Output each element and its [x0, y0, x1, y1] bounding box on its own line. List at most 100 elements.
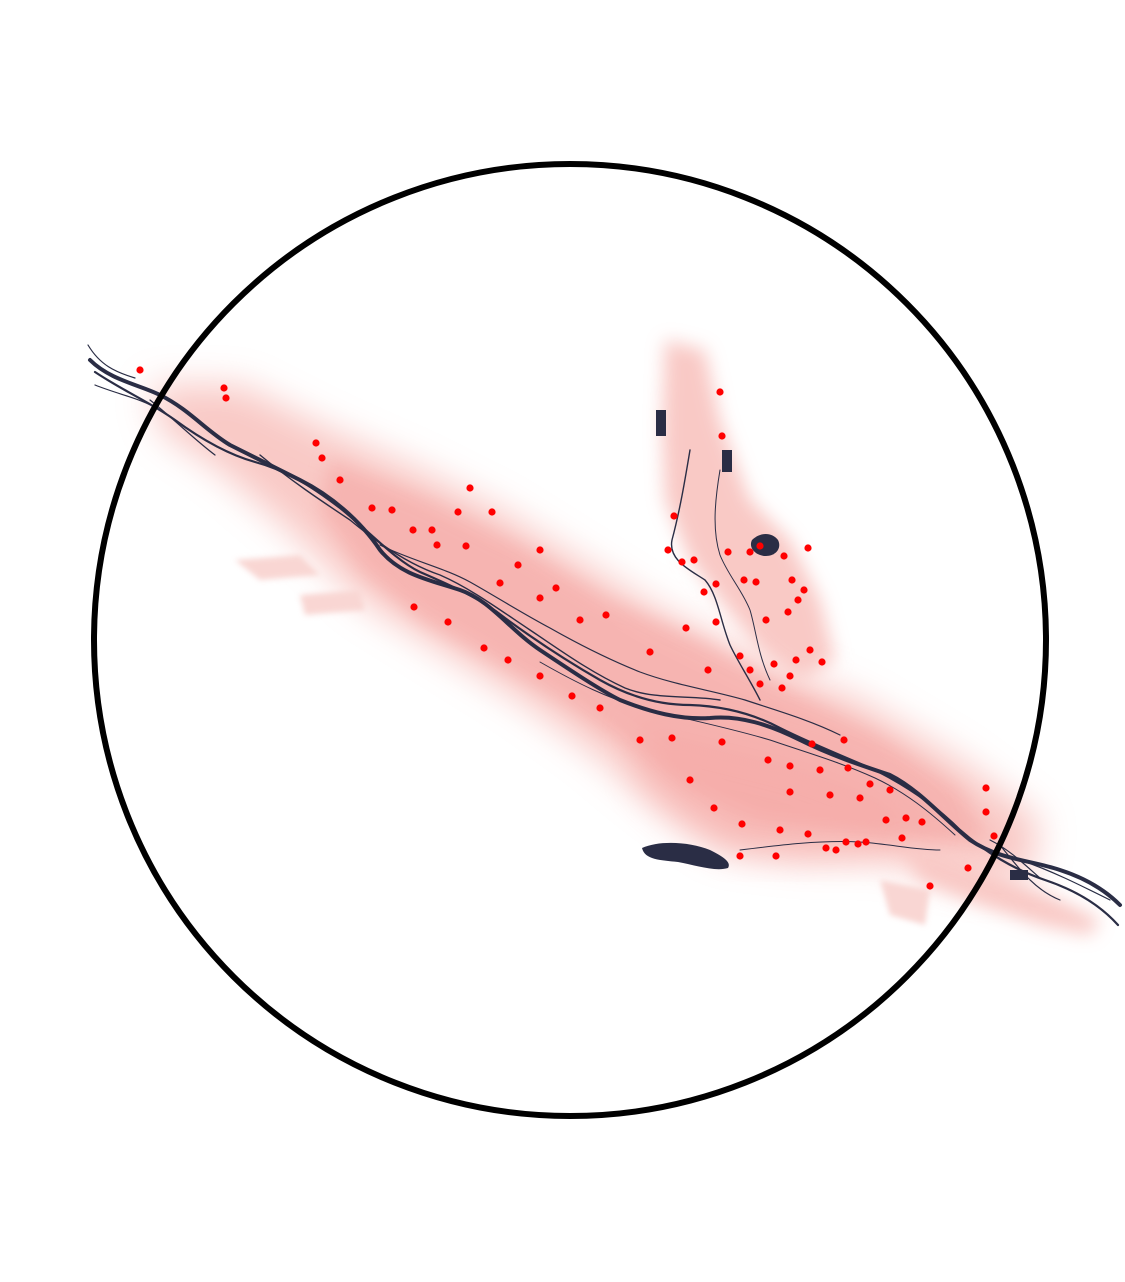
observation-points-layer	[136, 366, 998, 890]
observation-point	[646, 648, 654, 656]
observation-point	[840, 736, 848, 744]
observation-point	[368, 504, 376, 512]
observation-point	[318, 454, 326, 462]
observation-point	[716, 388, 724, 396]
observation-point	[664, 546, 672, 554]
observation-point	[222, 394, 230, 402]
observation-point	[136, 366, 144, 374]
floodplain-east-tail	[900, 840, 1100, 935]
observation-point	[818, 658, 826, 666]
observation-point	[898, 834, 906, 842]
observation-point	[466, 484, 474, 492]
observation-point	[514, 561, 522, 569]
observation-point	[804, 544, 812, 552]
observation-point	[388, 506, 396, 514]
observation-point	[990, 832, 998, 840]
observation-point	[568, 692, 576, 700]
observation-point	[220, 384, 228, 392]
tributary-north-2	[714, 469, 771, 681]
observation-point	[786, 672, 794, 680]
observation-point	[336, 476, 344, 484]
observation-point	[710, 804, 718, 812]
observation-point	[792, 656, 800, 664]
observation-point	[794, 596, 802, 604]
observation-point	[410, 603, 418, 611]
observation-point	[740, 576, 748, 584]
observation-point	[488, 508, 496, 516]
observation-point	[504, 656, 512, 664]
observation-point	[808, 740, 816, 748]
observation-point	[804, 830, 812, 838]
observation-point	[433, 541, 441, 549]
observation-point	[686, 776, 694, 784]
observation-point	[862, 838, 870, 846]
observation-point	[786, 762, 794, 770]
observation-point	[536, 594, 544, 602]
observation-point	[454, 508, 462, 516]
river-network-layer	[87, 344, 1122, 927]
river-channel-braid-3	[539, 661, 956, 836]
observation-point	[776, 826, 784, 834]
observation-point	[844, 764, 852, 772]
observation-point	[312, 439, 320, 447]
observation-point	[816, 766, 824, 774]
observation-point	[770, 660, 778, 668]
observation-point	[738, 820, 746, 828]
observation-point	[882, 816, 890, 824]
observation-point	[918, 818, 926, 826]
observation-point	[784, 608, 792, 616]
observation-point	[552, 584, 560, 592]
observation-point	[746, 666, 754, 674]
water-patch-1	[656, 410, 666, 436]
floodplain-south-lobe	[640, 720, 930, 855]
observation-point	[826, 791, 834, 799]
observation-point	[842, 838, 850, 846]
observation-point	[736, 652, 744, 660]
observation-point	[832, 846, 840, 854]
tributary-north	[670, 449, 761, 701]
river-delta-east	[989, 839, 1111, 901]
observation-point	[428, 526, 436, 534]
observation-point	[536, 546, 544, 554]
observation-point	[409, 526, 417, 534]
water-patch-2	[722, 450, 732, 472]
observation-point	[668, 734, 676, 742]
south-lake	[642, 842, 729, 870]
focus-circle	[91, 161, 1049, 1119]
observation-point	[700, 588, 708, 596]
observation-point	[854, 840, 862, 848]
observation-point	[724, 548, 732, 556]
observation-point	[718, 432, 726, 440]
river-channel-braid-2	[379, 544, 841, 736]
observation-point	[778, 684, 786, 692]
observation-point	[718, 738, 726, 746]
observation-point	[536, 672, 544, 680]
water-patch-3	[1010, 870, 1028, 880]
observation-point	[678, 558, 686, 566]
observation-point	[712, 580, 720, 588]
observation-point	[800, 586, 808, 594]
observation-point	[704, 666, 712, 674]
observation-point	[982, 784, 990, 792]
observation-point	[772, 852, 780, 860]
observation-point	[444, 618, 452, 626]
observation-point	[806, 646, 814, 654]
observation-point	[496, 579, 504, 587]
observation-point	[690, 556, 698, 564]
observation-point	[462, 542, 470, 550]
observation-point	[856, 794, 864, 802]
observation-point	[682, 624, 690, 632]
observation-point	[780, 552, 788, 560]
north-lake	[750, 534, 780, 556]
observation-point	[762, 616, 770, 624]
floodplain-north-arm	[662, 340, 835, 680]
observation-point	[788, 576, 796, 584]
observation-point	[756, 680, 764, 688]
observation-point	[822, 844, 830, 852]
observation-point	[886, 786, 894, 794]
observation-point	[866, 780, 874, 788]
observation-point	[764, 756, 772, 764]
observation-point	[670, 512, 678, 520]
observation-point	[752, 578, 760, 586]
